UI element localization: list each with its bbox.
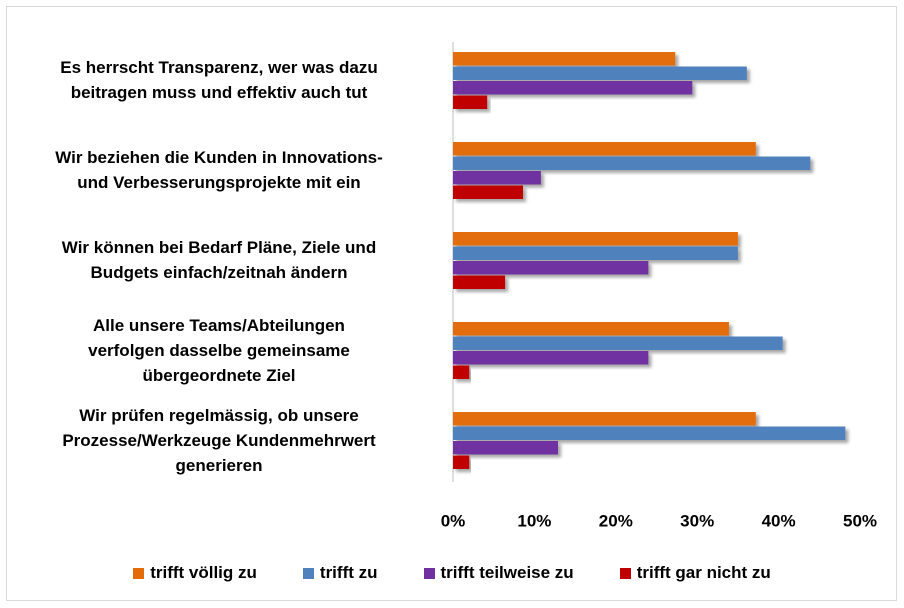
legend-label: trifft gar nicht zu (636, 563, 771, 582)
chart-border (6, 6, 897, 601)
legend-swatch (302, 567, 314, 579)
bar (453, 246, 738, 260)
bar (453, 336, 783, 350)
bar (453, 142, 756, 156)
bar (453, 66, 747, 80)
bar (453, 232, 738, 246)
x-tick-label: 40% (762, 511, 796, 530)
bar (453, 156, 811, 170)
category-label: Wir können bei Bedarf Pläne, Ziele und B… (61, 238, 377, 282)
category-label: Es herrscht Transparenz, wer was dazu be… (60, 58, 378, 102)
x-tick-label: 0% (441, 511, 466, 530)
legend-swatch (619, 567, 631, 579)
x-tick-label: 30% (680, 511, 714, 530)
category-label: Wir beziehen die Kunden in Innovations- … (55, 148, 383, 192)
legend-label: trifft völlig zu (150, 563, 257, 582)
category-label: Alle unsere Teams/Abteilungen verfolgen … (88, 315, 350, 385)
legend: trifft völlig zu trifft zu trifft teilweis… (0, 563, 904, 583)
legend-label: trifft teilweise zu (440, 563, 574, 582)
legend-swatch (423, 567, 435, 579)
bar (453, 95, 488, 109)
legend-swatch (133, 567, 145, 579)
bar (453, 261, 649, 275)
legend-item: trifft zu (302, 563, 378, 583)
x-tick-label: 20% (599, 511, 633, 530)
bar (453, 441, 559, 455)
bar (453, 185, 524, 199)
bar (453, 412, 756, 426)
legend-label: trifft zu (319, 563, 378, 582)
bar (453, 275, 506, 289)
bar (453, 426, 846, 440)
bar (453, 52, 676, 66)
legend-item: trifft gar nicht zu (619, 563, 771, 583)
bar (453, 322, 729, 336)
bar (453, 351, 649, 365)
legend-item: trifft teilweise zu (423, 563, 574, 583)
legend-item: trifft völlig zu (133, 563, 257, 583)
x-tick-label: 50% (843, 511, 877, 530)
category-label: Wir prüfen regelmässig, ob unsere Prozes… (62, 405, 376, 475)
bar (453, 81, 693, 95)
bar (453, 171, 541, 185)
x-tick-label: 10% (517, 511, 551, 530)
bar (453, 455, 470, 469)
bar (453, 365, 470, 379)
